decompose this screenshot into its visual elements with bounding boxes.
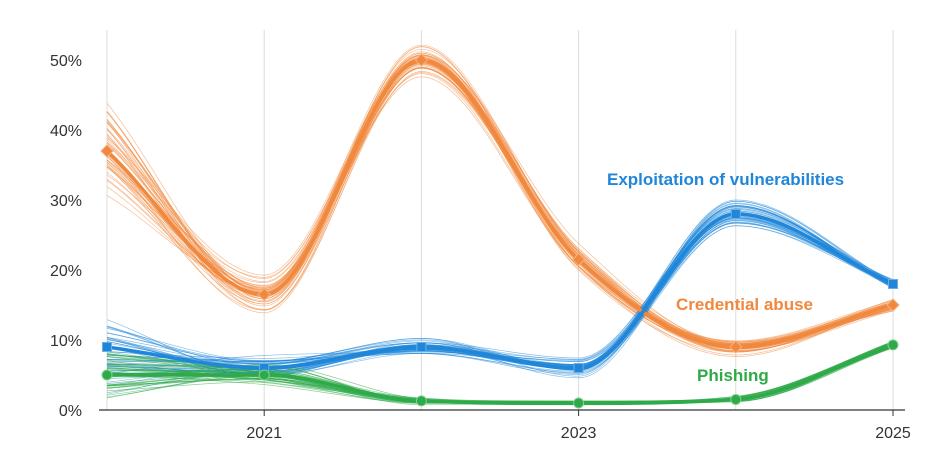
marker-credential-abuse-2025 (886, 298, 900, 312)
y-tick-label-10: 10% (50, 333, 82, 350)
marker-credential-abuse-2024 (729, 340, 743, 354)
marker-phishing-2021 (258, 369, 270, 381)
marker-phishing-2023 (573, 397, 585, 409)
marker-exploitation-of-vulnerabilities-2022 (416, 342, 427, 352)
marker-exploitation-of-vulnerabilities-2024 (730, 209, 741, 219)
marker-exploitation-of-vulnerabilities-2023 (573, 363, 584, 373)
marker-phishing-2025 (887, 339, 899, 351)
uncertainty-bands (106, 44, 894, 406)
marker-exploitation-of-vulnerabilities-2020 (102, 342, 112, 352)
series-line-exploitation-of-vulnerabilities (106, 212, 894, 370)
series-label-exploitation-of-vulnerabilities: Exploitation of vulnerabilities (607, 170, 844, 189)
y-tick-label-50: 50% (50, 53, 82, 70)
y-tick-label-30: 30% (50, 193, 82, 210)
series-label-phishing: Phishing (697, 366, 769, 385)
x-tick-label-2025: 2025 (875, 425, 911, 442)
marker-phishing-2020 (101, 369, 113, 381)
marker-credential-abuse-2023 (571, 252, 586, 267)
marker-phishing-2022 (415, 395, 427, 407)
band-line-exploitation-of-vulnerabilities (106, 200, 894, 365)
axes: 0% 10% 20% 30% 40% 50% 2021 2023 2025 (50, 53, 911, 442)
marker-credential-abuse-2022 (414, 53, 429, 67)
x-tick-label-2021: 2021 (246, 425, 282, 442)
series-line-phishing (107, 343, 894, 405)
marker-exploitation-of-vulnerabilities-2025 (888, 279, 898, 289)
y-tick-label-40: 40% (50, 123, 82, 140)
band-line-exploitation-of-vulnerabilities (106, 205, 894, 377)
x-tick-label-2023: 2023 (561, 425, 597, 442)
marker-credential-abuse-2021 (257, 287, 271, 302)
marker-phishing-2024 (730, 394, 742, 405)
y-tick-label-0: 0% (59, 403, 82, 420)
marker-credential-abuse-2020 (100, 144, 114, 158)
series-markers (100, 53, 900, 409)
band-line-exploitation-of-vulnerabilities (106, 217, 894, 371)
band-line-credential-abuse (106, 73, 894, 356)
series-label-credential-abuse: Credential abuse (676, 295, 813, 314)
y-tick-label-20: 20% (50, 263, 82, 280)
band-line-exploitation-of-vulnerabilities (106, 215, 894, 372)
